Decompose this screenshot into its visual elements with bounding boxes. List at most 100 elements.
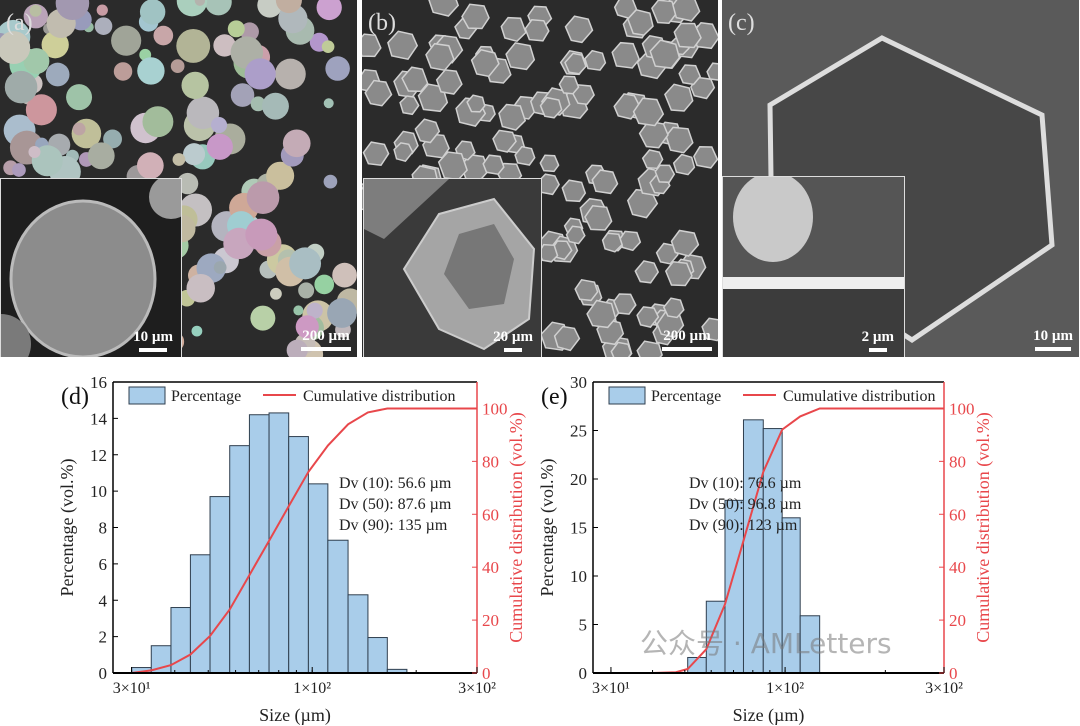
panel-label-c: (c) — [728, 10, 755, 36]
crystal-particle — [584, 205, 613, 231]
crystal-particle — [461, 3, 490, 30]
panel-label: (d) — [61, 384, 89, 410]
crystal-particle — [539, 96, 563, 119]
y-tick-label: 0 — [99, 664, 108, 683]
powder-particle — [316, 0, 342, 21]
powder-particle — [170, 59, 185, 74]
crystal-particle — [610, 341, 633, 357]
powder-particle — [0, 31, 31, 64]
y2-tick-label: 0 — [482, 664, 491, 683]
scale-bar-inset-c: 2 µm — [862, 329, 894, 352]
histogram-bar — [367, 637, 388, 674]
y2-tick-label: 80 — [482, 452, 499, 471]
scale-label: 10 µm — [133, 329, 173, 345]
scale-bar-inset-a: 10 µm — [133, 329, 173, 352]
y2-tick-label: 60 — [949, 505, 966, 524]
x-tick-label: 3×10² — [458, 680, 496, 697]
powder-particle — [113, 62, 133, 81]
scale-label: 200 µm — [663, 328, 711, 344]
powder-particle — [325, 56, 350, 81]
y-tick-label: 10 — [570, 567, 587, 586]
powder-particle — [250, 96, 266, 112]
sem-panel-c: 2 µm (c) 10 µm — [722, 0, 1079, 357]
powder-particle — [323, 98, 334, 109]
histogram-bar — [327, 539, 349, 674]
crystal-particle — [664, 83, 694, 112]
y-tick-label: 6 — [99, 555, 108, 574]
powder-particle — [183, 143, 206, 166]
powder-particle — [213, 261, 227, 274]
crystal-particle — [693, 146, 718, 169]
x-tick-label: 3×10¹ — [592, 680, 630, 697]
legend-bar-label: Percentage — [171, 388, 241, 405]
crystal-particle — [362, 33, 382, 58]
legend-bar-label: Percentage — [651, 388, 721, 405]
crystal-particle — [399, 95, 420, 116]
powder-particle — [25, 94, 57, 126]
histogram-bar — [288, 436, 309, 674]
y2-tick-label: 100 — [949, 399, 975, 418]
y-axis-title: Percentage (vol.%) — [57, 459, 78, 597]
powder-particle — [314, 274, 335, 295]
y-tick-label: 12 — [90, 446, 107, 465]
dv-annotation: Dv (10): 56.6 µm — [339, 475, 452, 492]
powder-particle — [230, 83, 255, 107]
histogram-bar — [268, 412, 290, 674]
powder-particle — [23, 48, 50, 75]
scale-label: 200 µm — [302, 328, 350, 344]
powder-particle — [210, 116, 228, 134]
sem-image-faceted-powder — [362, 0, 718, 357]
crystal-particle — [670, 229, 700, 257]
powder-particle — [142, 106, 174, 138]
dv-annotation: Dv (90): 135 µm — [339, 517, 448, 534]
crystal-particle — [601, 232, 623, 253]
watermark: 公众号 · AMLetters — [640, 627, 892, 660]
crystal-particle — [678, 64, 702, 86]
crystal-particle — [591, 169, 619, 195]
y2-tick-label: 40 — [482, 558, 499, 577]
powder-particle — [94, 17, 113, 35]
powder-particle — [321, 40, 335, 54]
scale-bar-b: 200 µm — [662, 328, 712, 351]
powder-particle — [298, 282, 315, 299]
crystal-particle — [613, 293, 637, 315]
powder-particle — [186, 273, 215, 303]
crystal-particle — [649, 39, 681, 69]
powder-particle — [176, 172, 199, 195]
x-tick-label: 1×10² — [766, 680, 804, 697]
x-tick-label: 3×10¹ — [113, 680, 151, 697]
crystal-particle — [470, 48, 500, 78]
crystal-particle — [500, 16, 527, 43]
scale-label: 20 µm — [493, 329, 533, 345]
powder-particle — [66, 84, 93, 111]
crystal-particle — [401, 66, 429, 93]
sem-panel-b: 20 µm (b) 200 µm — [362, 0, 718, 357]
powder-particle — [55, 0, 90, 20]
legend-bar-swatch — [128, 386, 166, 405]
histogram-bar — [307, 483, 329, 674]
y-tick-label: 4 — [99, 591, 108, 610]
powder-particle — [186, 96, 220, 130]
scale-label: 10 µm — [1033, 328, 1073, 344]
crystal-particle — [636, 340, 663, 357]
y-tick-label: 14 — [90, 409, 108, 428]
powder-particle — [181, 71, 209, 100]
powder-particle — [28, 145, 41, 159]
y2-tick-label: 0 — [949, 664, 958, 683]
powder-particle — [96, 4, 108, 16]
crystal-particle — [706, 62, 718, 81]
crystal-particle — [672, 0, 701, 22]
crystal-particle — [564, 52, 587, 75]
crystal-particle — [466, 94, 486, 113]
y-axis-title: Percentage (vol.%) — [537, 459, 558, 597]
y-tick-label: 20 — [570, 470, 587, 489]
y-tick-label: 2 — [99, 628, 108, 647]
crystal-particle — [564, 15, 594, 44]
crystal-particle — [364, 79, 393, 107]
crystal-particle — [586, 299, 617, 329]
histogram-bar — [209, 496, 231, 674]
crystal-particle — [435, 69, 463, 95]
powder-particle — [275, 58, 306, 90]
powder-particle — [270, 287, 282, 300]
crystal-particle — [414, 118, 441, 144]
